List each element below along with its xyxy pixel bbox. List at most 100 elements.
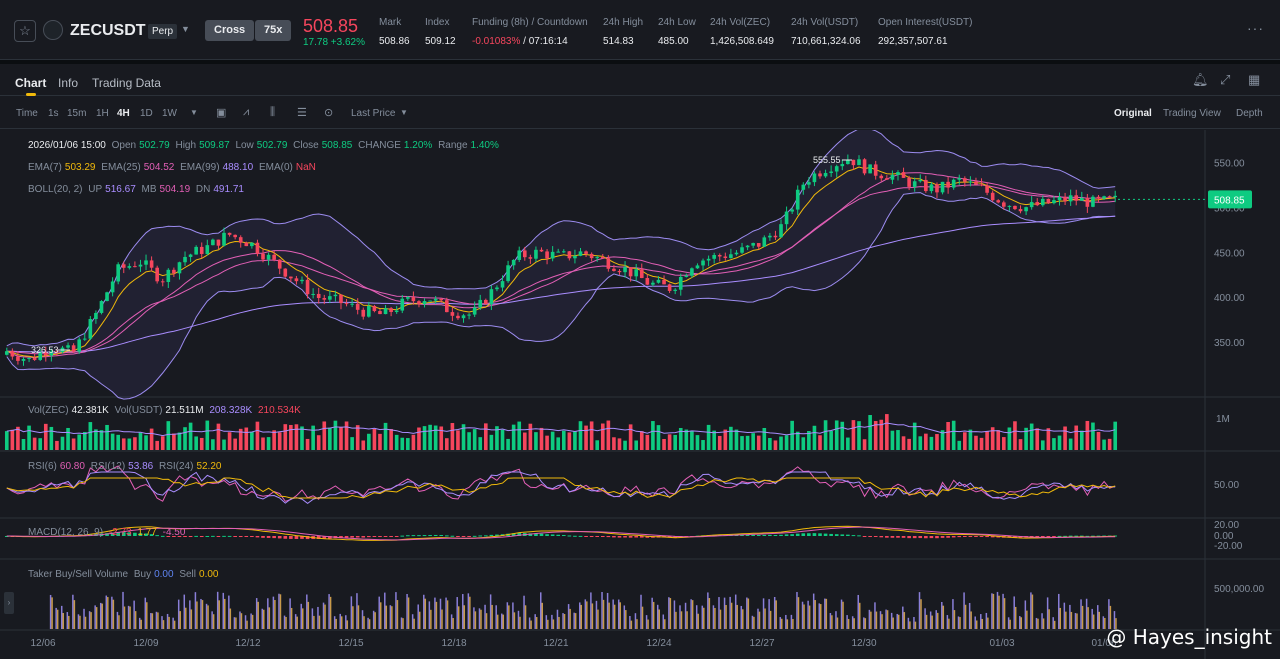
timeframe-1w[interactable]: 1W [162, 108, 177, 119]
symbol-dropdown-chevron-icon[interactable]: ▼ [181, 24, 190, 34]
calendar-icon[interactable]: ▣ [216, 107, 227, 119]
taker-legend[interactable]: Taker Buy/Sell Volume Buy 0.00 Sell 0.00 [28, 569, 221, 580]
volume-bar [951, 420, 956, 450]
taker-sell-bar [201, 600, 204, 629]
macd-histogram-bar [751, 534, 755, 536]
volume-bar [43, 423, 48, 450]
price-type-dropdown[interactable]: Last Price [351, 108, 396, 119]
favorite-star-icon[interactable]: ☆ [14, 20, 36, 42]
volume-legend[interactable]: Vol(ZEC) 42.381K Vol(USDT) 21.511M 208.328… [28, 405, 304, 416]
timeframe-dropdown-icon[interactable]: ▼ [190, 108, 198, 117]
candle-body [829, 171, 833, 173]
taker-sell-bar [730, 602, 733, 629]
volume-bar [500, 429, 505, 450]
candle-body [172, 269, 176, 274]
price-axis-tick: 450.00 [1214, 248, 1245, 259]
volume-bar [751, 433, 755, 450]
tab-info[interactable]: Info [58, 76, 79, 90]
rsi-legend[interactable]: RSI(6) 60.80 RSI(12) 53.86 RSI(24) 52.20 [28, 461, 224, 472]
chart-area[interactable]: 550.00 500.00 450.00 400.00 350.00 555.55 326.… [0, 127, 1280, 659]
volume-bar [105, 424, 109, 450]
price-alert-bell-icon[interactable]: 🔔︎ [1192, 72, 1209, 87]
candle-body [283, 268, 288, 277]
taker-sell-bar [374, 612, 376, 629]
tab-chart[interactable]: Chart [15, 76, 47, 90]
volume-bar [801, 437, 806, 450]
taker-buy-bar [1019, 616, 1021, 629]
boll-legend[interactable]: BOLL(20, 2) UP 516.67 MB 504.19 DN 491.71 [28, 184, 247, 195]
indicators-icon[interactable]: ⩘ [243, 106, 250, 118]
taker-sell-bar [669, 598, 672, 629]
volume-bar [333, 420, 338, 450]
timeframe-1d[interactable]: 1D [140, 108, 153, 119]
price-type-chevron-icon[interactable]: ▼ [400, 108, 408, 117]
tab-trading-data[interactable]: Trading Data [92, 76, 161, 90]
taker-sell-bar [123, 606, 126, 629]
chart-type-icon[interactable]: ⫼ [270, 106, 276, 118]
volume-bar [172, 433, 176, 450]
macd-legend[interactable]: MACD(12, 26, 9) -2.73 1.77 -4.50 [28, 527, 188, 538]
more-options-icon[interactable]: ··· [1247, 20, 1264, 36]
layout-grid-icon[interactable]: ▦ [1248, 72, 1261, 87]
ema-legend[interactable]: EMA(7) 503.29 EMA(25) 504.52 EMA(99) 488.10… [28, 162, 319, 173]
ema0-label: EMA(0) [258, 162, 293, 173]
macd-histogram-bar [912, 536, 917, 539]
volume-bar [1029, 423, 1034, 450]
margin-mode-button[interactable]: Cross [205, 20, 255, 41]
stat-open-interest[interactable]: Open Interest(USDT) 292,357,507.61 [878, 17, 972, 47]
timeframe-1s[interactable]: 1s [48, 108, 59, 119]
volume-bar [88, 422, 93, 450]
candle-body [478, 299, 483, 308]
timeframe-4h[interactable]: 4H [117, 108, 130, 119]
candle-body [266, 254, 271, 260]
panel-expand-chevron-icon[interactable]: › [4, 592, 14, 614]
taker-buy-bar [506, 602, 509, 629]
kline-chart-svg[interactable]: 550.00 500.00 450.00 400.00 350.00 555.55 326.… [0, 127, 1280, 659]
volume-bar [996, 430, 1001, 450]
taker-buy-bar [289, 598, 291, 629]
taker-buy-bar [634, 613, 637, 629]
ema25-value: 504.52 [143, 162, 175, 173]
reset-view-icon[interactable]: ⊙ [324, 107, 334, 119]
candle-body [71, 345, 76, 352]
view-original[interactable]: Original [1114, 108, 1152, 119]
stat-label: 24h Vol(USDT) [791, 17, 859, 28]
candle-body [355, 303, 360, 310]
stat-index[interactable]: Index 509.12 [425, 17, 456, 47]
volume-bar [1035, 428, 1040, 450]
macd-histogram-bar [177, 536, 182, 537]
volume-bar [406, 438, 410, 450]
taker-buy-bar [935, 610, 937, 629]
leverage-button[interactable]: 75x [255, 20, 292, 41]
taker-buy-bar [133, 600, 135, 629]
fullscreen-icon[interactable]: ⤢ [1220, 72, 1231, 87]
candle-body [712, 255, 716, 259]
candle-body [857, 159, 861, 166]
timeframe-15m[interactable]: 15m [67, 108, 87, 119]
view-trading-view[interactable]: Trading View [1163, 108, 1221, 119]
taker-sell-bar [352, 606, 354, 629]
macd-histogram-bar [812, 533, 817, 536]
candle-body [433, 298, 438, 301]
macd-histogram-bar [294, 536, 299, 539]
taker-buy-bar [239, 611, 241, 629]
macd-signal-line [6, 526, 1116, 541]
taker-sell-bar [719, 609, 722, 629]
taker-sell-bar [379, 602, 382, 629]
timeframe-time[interactable]: Time [16, 108, 38, 119]
timeframe-1h[interactable]: 1H [96, 108, 109, 119]
taker-buy-bar [345, 615, 347, 629]
candle-body [1079, 198, 1084, 201]
view-depth[interactable]: Depth [1236, 108, 1263, 119]
taker-sell-bar [224, 598, 226, 629]
legend-low-label: Low [235, 140, 254, 151]
stat-value: 485.00 [658, 36, 689, 47]
symbol-title[interactable]: ZECUSDT [70, 22, 146, 39]
taker-sell-bar [235, 617, 237, 629]
volume-bar [846, 437, 850, 450]
macd-histogram-bar [1113, 535, 1118, 537]
drawing-settings-icon[interactable]: ☰ [297, 107, 307, 119]
macd-histogram-bar [851, 535, 856, 537]
taker-sell-bar [792, 618, 794, 629]
taker-axis-tick: 500,000.00 [1214, 584, 1264, 595]
